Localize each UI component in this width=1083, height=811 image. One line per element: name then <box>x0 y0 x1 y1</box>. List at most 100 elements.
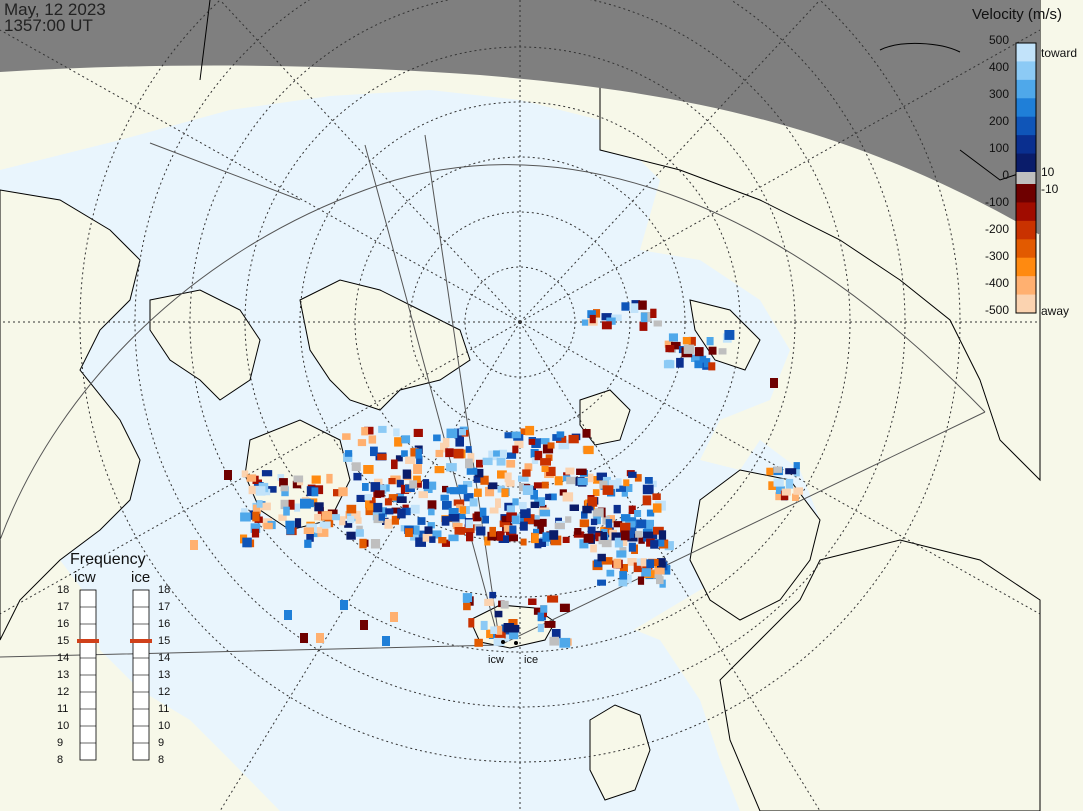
velocity-cell <box>484 598 494 606</box>
site-label-ice: ice <box>524 654 539 666</box>
velocity-cell <box>518 475 529 482</box>
colorbar-away-segment <box>1016 220 1036 240</box>
velocity-cell <box>621 487 628 497</box>
velocity-cell <box>255 486 266 496</box>
frequency-label-icw: 8 <box>57 754 64 766</box>
velocity-cell <box>476 459 483 468</box>
velocity-cell <box>499 520 511 528</box>
velocity-cell <box>506 460 516 468</box>
colorbar-toward-segment <box>1016 79 1036 99</box>
velocity-cell <box>496 625 503 635</box>
velocity-cell <box>708 346 717 355</box>
velocity-cell <box>288 499 295 510</box>
velocity-cell <box>627 558 637 566</box>
velocity-cell <box>792 493 799 501</box>
velocity-cell <box>458 484 468 495</box>
velocity-cell <box>665 359 673 366</box>
velocity-cell <box>355 529 364 537</box>
velocity-cells <box>190 300 803 648</box>
velocity-cell <box>385 508 394 515</box>
velocity-cell <box>379 507 387 517</box>
velocity-cell <box>671 341 681 350</box>
velocity-cell <box>541 481 549 489</box>
velocity-cell <box>391 507 401 514</box>
velocity-cell <box>497 470 507 479</box>
velocity-cell <box>621 302 630 311</box>
velocity-cell <box>279 478 288 487</box>
velocity-cell <box>638 536 645 544</box>
velocity-cell <box>523 514 535 525</box>
velocity-cell <box>433 434 441 442</box>
velocity-cell <box>469 498 478 507</box>
velocity-cell <box>569 504 579 511</box>
velocity-cell <box>638 300 647 310</box>
velocity-cell <box>315 485 324 495</box>
colorbar-away-segment <box>1016 257 1036 277</box>
velocity-cell <box>506 505 515 514</box>
velocity-cell <box>280 485 289 492</box>
velocity-cell <box>486 629 494 639</box>
velocity-cell <box>507 534 518 542</box>
velocity-cell <box>482 457 493 466</box>
velocity-cell <box>530 501 540 508</box>
frequency-label-icw: 15 <box>57 635 70 647</box>
velocity-cell <box>333 489 343 497</box>
velocity-cell <box>402 469 412 479</box>
velocity-cell <box>401 435 411 444</box>
colorbar-away-segment <box>1016 276 1036 296</box>
velocity-cell <box>576 468 587 475</box>
velocity-cell <box>415 537 426 547</box>
velocity-cell <box>365 507 376 516</box>
velocity-cell <box>554 522 565 529</box>
velocity-cell <box>378 513 385 521</box>
velocity-cell <box>566 476 576 485</box>
velocity-cell <box>347 516 355 524</box>
velocity-cell <box>278 514 287 521</box>
velocity-cell <box>448 534 459 542</box>
away-label: away <box>1041 304 1070 318</box>
velocity-cell <box>459 506 467 514</box>
velocity-cell <box>607 515 615 523</box>
velocity-cell <box>263 522 273 530</box>
velocity-cell <box>528 598 537 605</box>
velocity-cell <box>620 530 630 541</box>
velocity-cell <box>500 600 509 609</box>
velocity-cell <box>413 475 421 483</box>
velocity-cell <box>724 330 735 340</box>
velocity-cell <box>370 446 378 457</box>
velocity-cell <box>609 479 620 489</box>
velocity-colorbar <box>1015 42 1037 314</box>
velocity-cell <box>344 450 353 457</box>
colorbar-away-segment <box>1016 294 1036 314</box>
velocity-cell <box>613 521 623 528</box>
velocity-cell <box>652 503 662 513</box>
velocity-cell <box>596 472 607 481</box>
velocity-cell <box>614 537 623 548</box>
velocity-cell <box>657 558 666 568</box>
velocity-cell <box>773 466 783 473</box>
velocity-cell <box>551 629 561 639</box>
velocity-cell <box>635 530 643 538</box>
velocity-cell <box>503 623 515 633</box>
velocity-cell <box>642 495 652 506</box>
velocity-cell <box>294 503 301 512</box>
velocity-cell <box>495 498 501 508</box>
velocity-cell <box>427 500 437 510</box>
velocity-cell <box>401 450 408 457</box>
velocity-cell <box>503 525 513 532</box>
frequency-label-ice: 12 <box>158 686 171 698</box>
velocity-cell <box>489 507 499 514</box>
velocity-cell <box>613 504 621 514</box>
velocity-cell <box>496 457 506 466</box>
date-label: May, 12 2023 <box>4 0 106 19</box>
velocity-cell <box>344 520 353 528</box>
velocity-cell <box>577 478 588 486</box>
velocity-cell <box>498 535 509 543</box>
velocity-cell <box>634 474 642 482</box>
velocity-cell <box>618 579 628 587</box>
velocity-cell <box>391 459 398 470</box>
velocity-cell <box>327 509 338 519</box>
velocity-cell <box>653 526 664 535</box>
velocity-cell <box>454 527 465 535</box>
velocity-cell <box>253 504 261 514</box>
